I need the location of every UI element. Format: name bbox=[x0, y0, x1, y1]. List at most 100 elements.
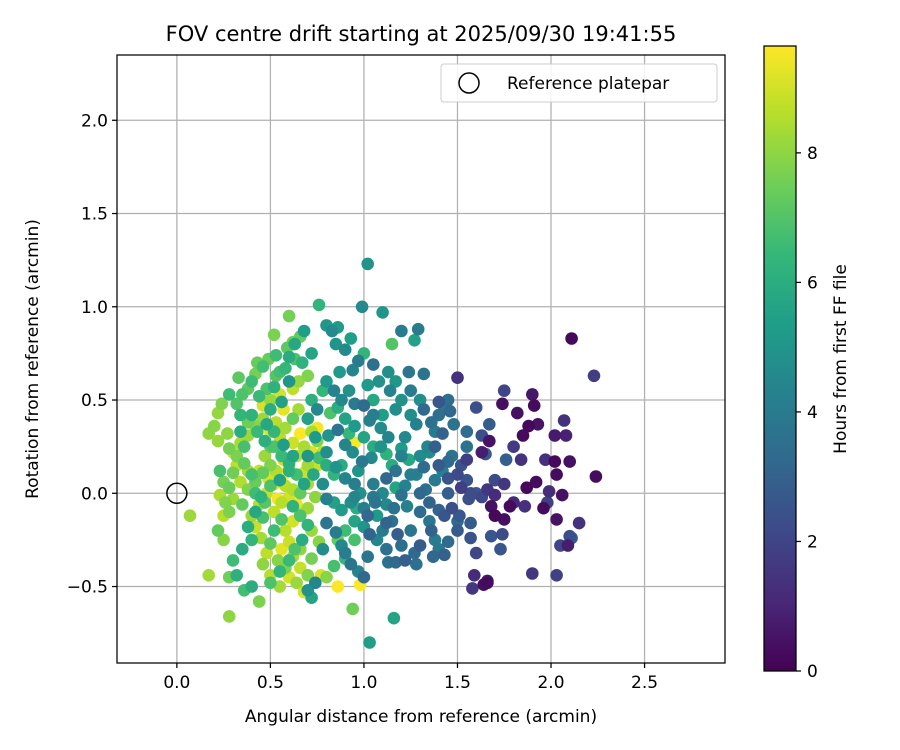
scatter-point bbox=[222, 481, 236, 495]
scatter-point bbox=[325, 324, 339, 338]
scatter-point bbox=[245, 375, 258, 388]
scatter-point bbox=[320, 492, 333, 506]
scatter-point bbox=[464, 531, 477, 545]
scatter-point bbox=[329, 460, 343, 474]
scatter-point bbox=[355, 300, 369, 314]
scatter-point bbox=[316, 542, 330, 556]
scatter-point bbox=[387, 611, 401, 625]
scatter-point bbox=[380, 542, 393, 556]
scatter-point bbox=[589, 470, 603, 483]
scatter-point bbox=[264, 576, 277, 590]
scatter-point bbox=[400, 500, 414, 513]
scatter-point bbox=[241, 520, 255, 534]
scatter-point bbox=[213, 464, 227, 478]
scatter-point bbox=[297, 324, 311, 338]
scatter-point bbox=[481, 576, 494, 590]
y-tick-label: 1.0 bbox=[81, 298, 108, 318]
scatter-point bbox=[497, 384, 511, 398]
scatter-point bbox=[301, 369, 315, 383]
colorbar-gradient bbox=[763, 45, 797, 672]
scatter-point bbox=[496, 397, 509, 411]
scatter-point bbox=[267, 380, 281, 394]
scatter-point bbox=[432, 395, 446, 409]
scatter-point bbox=[208, 419, 221, 433]
scatter-point bbox=[348, 419, 361, 433]
scatter-point bbox=[338, 438, 352, 452]
scatter-point bbox=[451, 468, 464, 481]
scatter-point bbox=[267, 524, 281, 537]
scatter-point bbox=[221, 427, 234, 440]
scatter-point bbox=[222, 388, 236, 401]
scatter-point bbox=[563, 455, 576, 468]
scatter-point bbox=[295, 533, 309, 547]
scatter-point bbox=[548, 455, 562, 468]
scatter-point bbox=[230, 569, 243, 582]
scatter-point bbox=[338, 546, 352, 560]
scatter-point bbox=[389, 403, 403, 416]
scatter-point bbox=[368, 496, 382, 509]
scatter-point bbox=[355, 455, 369, 468]
scatter-point bbox=[258, 434, 272, 448]
scatter-point bbox=[389, 556, 403, 569]
scatter-point bbox=[496, 528, 509, 541]
colorbar-ticks: 0 2 4 6 8 bbox=[796, 144, 818, 682]
scatter-point bbox=[245, 533, 258, 547]
scatter-point bbox=[305, 393, 318, 407]
scatter-point bbox=[279, 524, 292, 537]
scatter-point bbox=[236, 498, 249, 511]
scatter-point bbox=[348, 490, 361, 504]
scatter-point bbox=[417, 367, 431, 381]
scatter-point bbox=[275, 395, 288, 409]
scatter-point bbox=[277, 438, 290, 452]
scatter-point bbox=[565, 332, 578, 345]
scatter-point bbox=[428, 473, 442, 487]
scatter-point bbox=[361, 257, 375, 271]
scatter-point bbox=[301, 518, 315, 532]
scatter-point bbox=[286, 449, 300, 463]
scatter-point bbox=[264, 537, 277, 550]
scatter-point bbox=[548, 429, 562, 442]
scatter-point bbox=[488, 488, 502, 502]
scatter-point bbox=[389, 375, 403, 388]
scatter-point bbox=[316, 477, 330, 491]
colorbar-tick-label: 8 bbox=[807, 144, 818, 164]
scatter-point bbox=[404, 384, 418, 398]
scatter-point bbox=[488, 509, 502, 522]
scatter-point bbox=[445, 501, 459, 515]
scatter-point bbox=[395, 488, 408, 502]
scatter-point bbox=[333, 365, 346, 379]
scatter-point bbox=[331, 423, 345, 437]
scatter-point bbox=[301, 459, 315, 472]
scatter-point bbox=[305, 347, 318, 360]
scatter-point bbox=[234, 408, 247, 422]
scatter-point bbox=[344, 332, 358, 345]
scatter-point bbox=[413, 487, 427, 500]
scatter-point bbox=[237, 440, 251, 454]
scatter-point bbox=[217, 533, 230, 547]
scatter-point bbox=[211, 434, 225, 448]
scatter-point bbox=[237, 457, 251, 470]
scatter-point bbox=[438, 548, 451, 562]
colorbar-tick-label: 6 bbox=[807, 273, 818, 293]
x-tick-label: 0.5 bbox=[257, 673, 284, 693]
scatter-point bbox=[310, 403, 324, 416]
scatter-point bbox=[497, 477, 511, 491]
chart-title: FOV centre drift starting at 2025/09/30 … bbox=[166, 22, 677, 46]
scatter-point bbox=[587, 369, 601, 383]
scatter-point bbox=[258, 449, 272, 463]
scatter-point bbox=[367, 408, 380, 422]
scatter-point bbox=[256, 360, 270, 373]
scatter-point bbox=[264, 403, 277, 416]
scatter-point bbox=[309, 490, 322, 504]
scatter-point bbox=[374, 421, 388, 435]
scatter-point bbox=[468, 569, 481, 582]
scatter-point bbox=[410, 418, 423, 431]
scatter-point bbox=[408, 334, 421, 347]
scatter-point bbox=[260, 418, 274, 431]
scatter-point bbox=[520, 481, 533, 495]
scatter-point bbox=[320, 375, 333, 388]
scatter-point bbox=[357, 570, 371, 584]
plot-frame bbox=[116, 54, 726, 664]
scatter-point bbox=[411, 322, 425, 336]
scatter-point bbox=[361, 509, 375, 522]
